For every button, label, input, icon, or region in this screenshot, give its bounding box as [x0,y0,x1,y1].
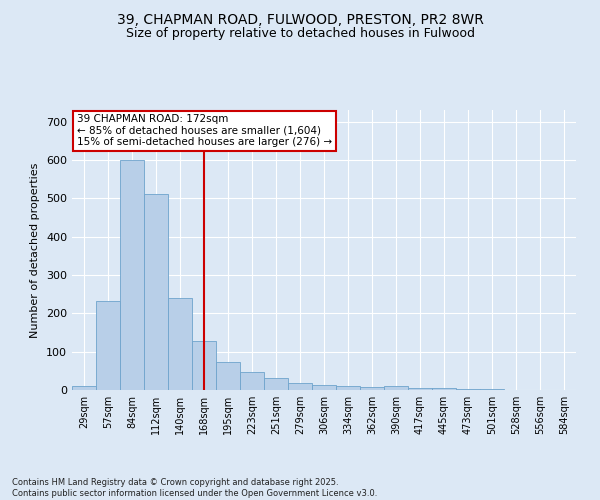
Bar [168,298,192,390]
Bar [264,378,288,390]
Bar [480,389,504,390]
Bar [384,386,408,390]
Bar [360,387,384,390]
Bar [192,341,216,390]
Bar [240,372,264,390]
Bar [96,301,120,390]
Text: 39 CHAPMAN ROAD: 172sqm
← 85% of detached houses are smaller (1,604)
15% of semi: 39 CHAPMAN ROAD: 172sqm ← 85% of detache… [77,114,332,148]
Text: Contains HM Land Registry data © Crown copyright and database right 2025.
Contai: Contains HM Land Registry data © Crown c… [12,478,377,498]
Bar [456,389,480,390]
Y-axis label: Number of detached properties: Number of detached properties [31,162,40,338]
Bar [288,383,312,390]
Bar [408,388,432,390]
Bar [120,160,144,390]
Bar [144,194,168,390]
Bar [336,386,360,390]
Text: 39, CHAPMAN ROAD, FULWOOD, PRESTON, PR2 8WR: 39, CHAPMAN ROAD, FULWOOD, PRESTON, PR2 … [116,12,484,26]
Text: Size of property relative to detached houses in Fulwood: Size of property relative to detached ho… [125,28,475,40]
Bar [72,386,96,390]
Bar [432,388,456,390]
Bar [216,362,240,390]
Bar [312,384,336,390]
